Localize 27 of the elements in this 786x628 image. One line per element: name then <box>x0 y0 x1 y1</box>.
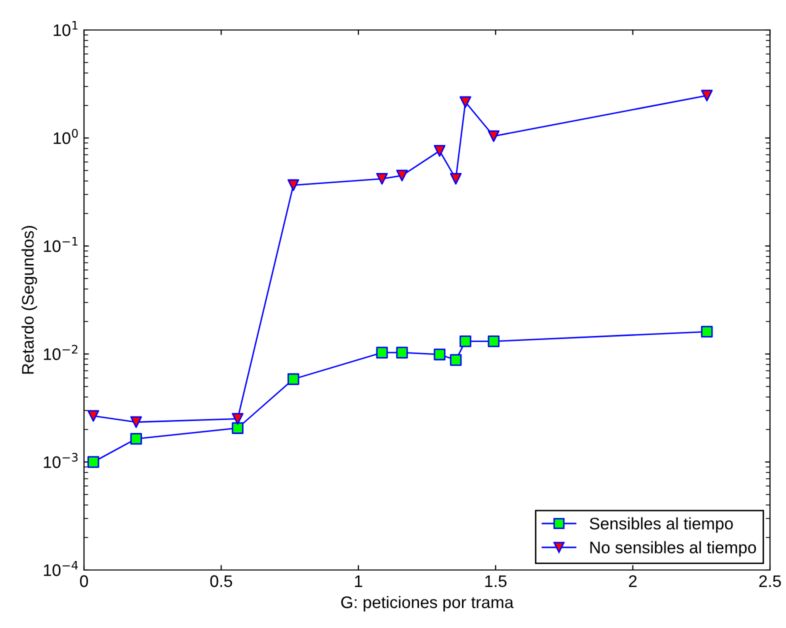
legend-label: Sensibles al tiempo <box>590 517 733 533</box>
point <box>396 170 408 182</box>
y-tick-label: 10$^{−3}$ <box>44 452 78 468</box>
y-tick-label: 10$^{−4}$ <box>44 561 78 576</box>
point <box>701 90 713 102</box>
point <box>434 145 446 157</box>
y-tick-label: 10$^{1}$ <box>54 21 78 36</box>
point <box>130 416 142 428</box>
x-tick-label: 1 <box>355 575 362 587</box>
point <box>460 96 472 108</box>
x-tick-label: 2 <box>629 575 637 587</box>
x-tick-label: 1.5 <box>485 575 506 588</box>
x-tick-label: 2.5 <box>759 575 781 588</box>
point <box>376 172 388 185</box>
y-tick-label: 10$^{−1}$ <box>44 237 78 252</box>
point <box>288 179 300 191</box>
y-axis-title: Retardo (Segundos) <box>22 226 38 374</box>
point <box>232 412 244 425</box>
y-tick-label: 10$^{−2}$ <box>44 344 78 360</box>
x-tick-label: 0 <box>80 575 88 588</box>
x-axis-title: G: peticiones por trama <box>341 596 514 612</box>
x-tick-label: 0.5 <box>210 575 232 588</box>
point <box>488 130 500 142</box>
y-tick-label: 10$^{0}$ <box>54 128 78 144</box>
point <box>450 172 462 185</box>
point <box>87 410 100 422</box>
legend-label: No sensibles al tiempo <box>590 541 756 557</box>
